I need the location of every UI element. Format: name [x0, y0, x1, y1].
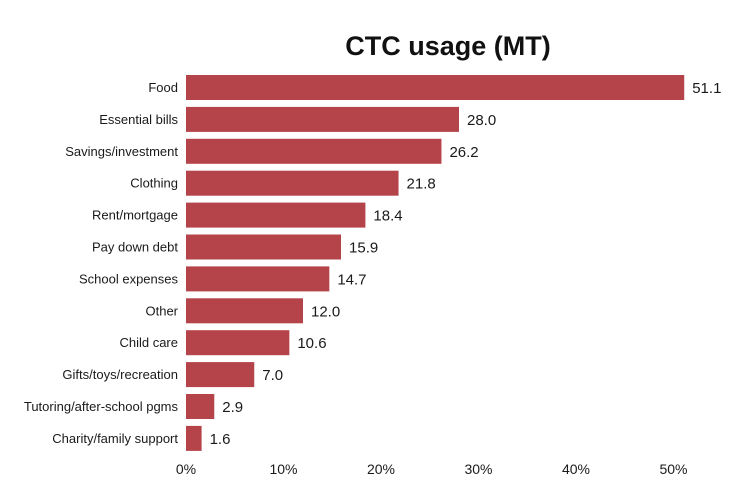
- bar-school-expenses: [186, 266, 330, 292]
- x-tick-label: 10%: [269, 461, 297, 477]
- bar-food: [186, 75, 685, 100]
- category-label-other: Other: [145, 303, 178, 318]
- bar-clothing: [186, 170, 399, 196]
- value-label-gifts-toys-recreation: 7.0: [262, 367, 283, 384]
- category-label-food: Food: [148, 80, 178, 95]
- value-label-charity-family-support: 1.6: [210, 431, 231, 448]
- bar-child-care: [186, 330, 290, 356]
- chart-title: CTC usage (MT): [345, 31, 551, 61]
- category-label-pay-down-debt: Pay down debt: [92, 240, 178, 255]
- x-axis-ticks: 0% 10% 20% 30% 40% 50%: [176, 461, 688, 477]
- value-label-school-expenses: 14.7: [337, 271, 366, 288]
- bar-other: [186, 298, 303, 324]
- bar-gifts-toys-recreation: [186, 362, 255, 388]
- value-label-tutoring-after-school-pgms: 2.9: [222, 399, 243, 416]
- bar-savings-investment: [186, 138, 442, 164]
- category-label-rent-mortgage: Rent/mortgage: [92, 208, 178, 223]
- value-labels: 51.1 28.0 26.2 21.8 18.4 15.9 14.7 12.0 10.6 7.0 2…: [210, 80, 722, 448]
- bar-rent-mortgage: [186, 202, 366, 228]
- category-label-savings-investment: Savings/investment: [65, 144, 178, 159]
- value-label-child-care: 10.6: [297, 335, 326, 352]
- bar-pay-down-debt: [186, 234, 342, 260]
- value-label-rent-mortgage: 18.4: [373, 208, 402, 225]
- category-labels: Food Essential bills Savings/investment Clo…: [24, 80, 179, 446]
- value-label-essential-bills: 28.0: [467, 112, 496, 129]
- x-tick-label: 30%: [464, 461, 492, 477]
- x-tick-label: 0%: [176, 461, 196, 477]
- category-label-child-care: Child care: [119, 335, 178, 350]
- value-label-other: 12.0: [311, 303, 340, 320]
- category-label-clothing: Clothing: [130, 176, 178, 191]
- x-tick-label: 50%: [659, 461, 687, 477]
- category-label-gifts-toys-recreation: Gifts/toys/recreation: [62, 367, 178, 382]
- x-tick-label: 40%: [562, 461, 590, 477]
- bars-group: [186, 75, 685, 451]
- bar-charity-family-support: [186, 425, 202, 451]
- bar-essential-bills: [186, 106, 459, 132]
- bar-tutoring-after-school-pgms: [186, 394, 215, 419]
- value-label-pay-down-debt: 15.9: [349, 240, 378, 257]
- category-label-essential-bills: Essential bills: [99, 112, 178, 127]
- value-label-clothing: 21.8: [407, 176, 436, 193]
- category-label-charity-family-support: Charity/family support: [52, 431, 178, 446]
- category-label-school-expenses: School expenses: [79, 271, 179, 286]
- category-label-tutoring-after-school-pgms: Tutoring/after-school pgms: [24, 399, 179, 414]
- value-label-food: 51.1: [692, 80, 721, 97]
- x-tick-label: 20%: [367, 461, 395, 477]
- value-label-savings-investment: 26.2: [449, 144, 478, 161]
